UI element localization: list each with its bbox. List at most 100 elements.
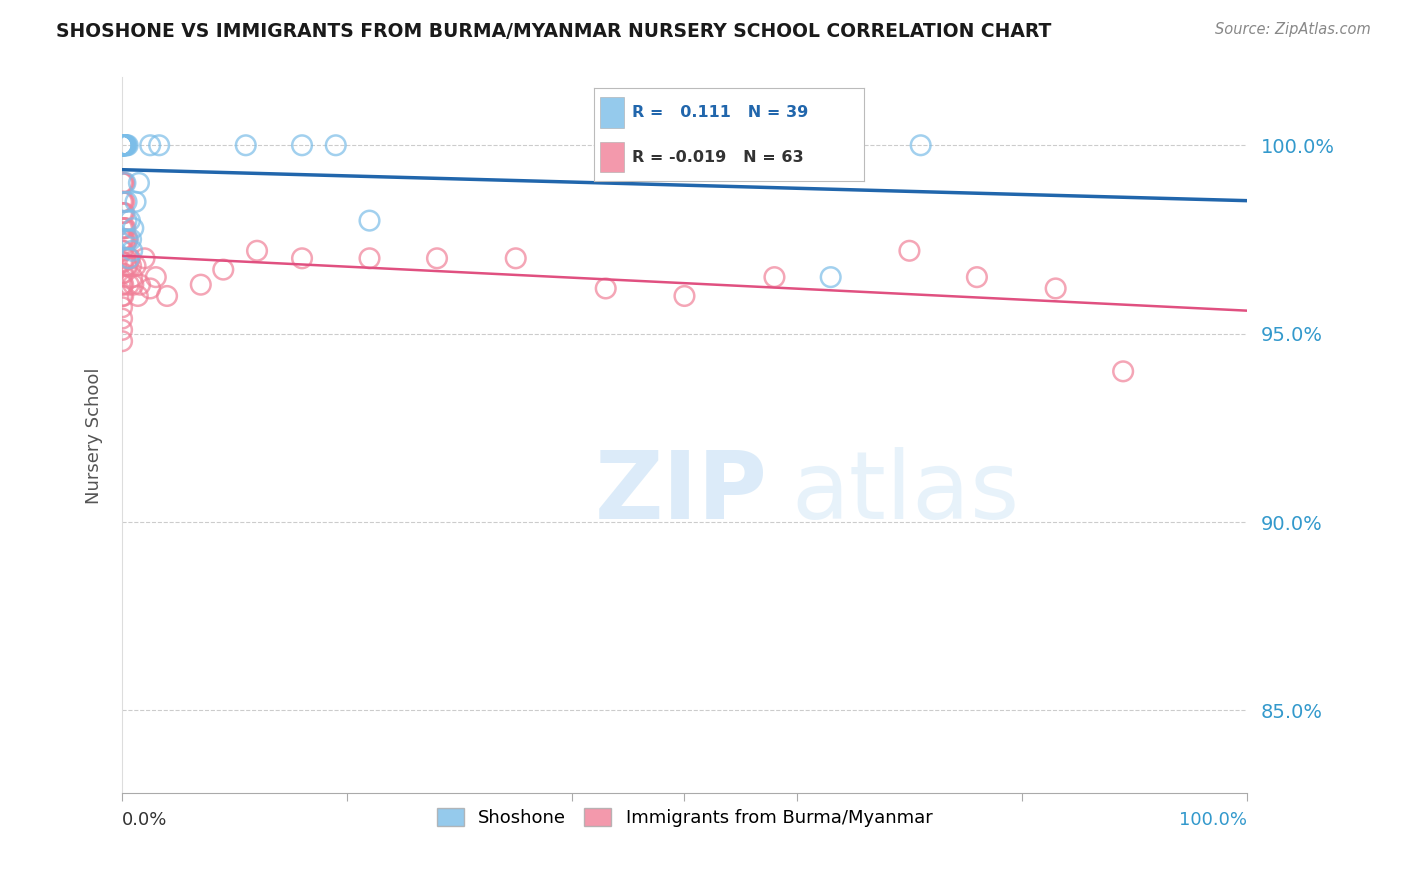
Point bbox=[910, 138, 932, 153]
Point bbox=[122, 221, 145, 235]
Point bbox=[291, 138, 314, 153]
Point bbox=[111, 255, 134, 269]
Point bbox=[112, 194, 135, 209]
Point bbox=[115, 259, 138, 273]
Point bbox=[111, 138, 134, 153]
Point bbox=[112, 138, 135, 153]
Point bbox=[190, 277, 212, 292]
Y-axis label: Nursery School: Nursery School bbox=[86, 368, 103, 504]
Text: ZIP: ZIP bbox=[595, 447, 768, 539]
Point bbox=[111, 138, 134, 153]
Point bbox=[120, 232, 142, 246]
Point bbox=[120, 259, 142, 273]
Point bbox=[117, 232, 139, 246]
Point bbox=[111, 194, 134, 209]
Point bbox=[114, 138, 136, 153]
Point bbox=[139, 281, 162, 295]
Point bbox=[1045, 281, 1067, 295]
Point bbox=[111, 289, 134, 303]
Point bbox=[112, 266, 135, 280]
Point bbox=[112, 138, 135, 153]
Point bbox=[111, 138, 134, 153]
Point bbox=[121, 244, 143, 258]
Point bbox=[111, 277, 134, 292]
Point bbox=[246, 244, 269, 258]
Point bbox=[114, 138, 136, 153]
Point bbox=[115, 232, 138, 246]
Point bbox=[111, 138, 134, 153]
Point bbox=[112, 221, 135, 235]
Point bbox=[359, 213, 381, 227]
Point bbox=[118, 252, 141, 266]
Point bbox=[112, 232, 135, 246]
Point bbox=[325, 138, 347, 153]
Point bbox=[1112, 364, 1135, 378]
Point bbox=[111, 138, 134, 153]
Point bbox=[112, 206, 135, 220]
Point bbox=[111, 244, 134, 258]
Point bbox=[129, 277, 152, 292]
Point bbox=[114, 176, 136, 190]
Point bbox=[820, 270, 842, 285]
Point bbox=[128, 176, 150, 190]
Point bbox=[114, 221, 136, 235]
Point bbox=[685, 138, 707, 153]
Point bbox=[111, 334, 134, 349]
Legend: Shoshone, Immigrants from Burma/Myanmar: Shoshone, Immigrants from Burma/Myanmar bbox=[429, 801, 939, 834]
Point bbox=[148, 138, 170, 153]
Point bbox=[112, 138, 135, 153]
Point bbox=[112, 232, 135, 246]
Point bbox=[112, 138, 135, 153]
Point bbox=[112, 138, 135, 153]
Point bbox=[426, 252, 449, 266]
Point bbox=[111, 138, 134, 153]
Point bbox=[595, 281, 617, 295]
Point bbox=[112, 277, 135, 292]
Point bbox=[212, 262, 235, 277]
Point bbox=[118, 252, 141, 266]
Point bbox=[112, 289, 135, 303]
Point bbox=[114, 252, 136, 266]
Text: atlas: atlas bbox=[792, 447, 1019, 539]
Point bbox=[112, 221, 135, 235]
Point bbox=[112, 176, 135, 190]
Point bbox=[111, 266, 134, 280]
Point bbox=[112, 255, 135, 269]
Point bbox=[115, 213, 138, 227]
Point bbox=[124, 259, 146, 273]
Point bbox=[112, 138, 135, 153]
Point bbox=[139, 138, 162, 153]
Point bbox=[111, 311, 134, 326]
Point bbox=[111, 323, 134, 337]
Point bbox=[966, 270, 988, 285]
Point bbox=[115, 194, 138, 209]
Text: Source: ZipAtlas.com: Source: ZipAtlas.com bbox=[1215, 22, 1371, 37]
Point bbox=[112, 206, 135, 220]
Point bbox=[117, 138, 139, 153]
Point bbox=[111, 232, 134, 246]
Point bbox=[898, 244, 921, 258]
Point bbox=[112, 138, 135, 153]
Point bbox=[112, 138, 135, 153]
Point bbox=[115, 138, 138, 153]
Text: 100.0%: 100.0% bbox=[1178, 811, 1247, 830]
Point bbox=[145, 270, 167, 285]
Text: SHOSHONE VS IMMIGRANTS FROM BURMA/MYANMAR NURSERY SCHOOL CORRELATION CHART: SHOSHONE VS IMMIGRANTS FROM BURMA/MYANMA… bbox=[56, 22, 1052, 41]
Point bbox=[111, 221, 134, 235]
Point bbox=[111, 206, 134, 220]
Text: 0.0%: 0.0% bbox=[122, 811, 167, 830]
Point bbox=[111, 300, 134, 314]
Point bbox=[235, 138, 257, 153]
Point bbox=[156, 289, 179, 303]
Point bbox=[117, 259, 139, 273]
Point bbox=[124, 194, 146, 209]
Point bbox=[359, 252, 381, 266]
Point bbox=[112, 194, 135, 209]
Point bbox=[121, 270, 143, 285]
Point bbox=[118, 277, 141, 292]
Point bbox=[763, 270, 786, 285]
Point bbox=[291, 252, 314, 266]
Point bbox=[127, 289, 149, 303]
Point bbox=[118, 252, 141, 266]
Point bbox=[673, 289, 696, 303]
